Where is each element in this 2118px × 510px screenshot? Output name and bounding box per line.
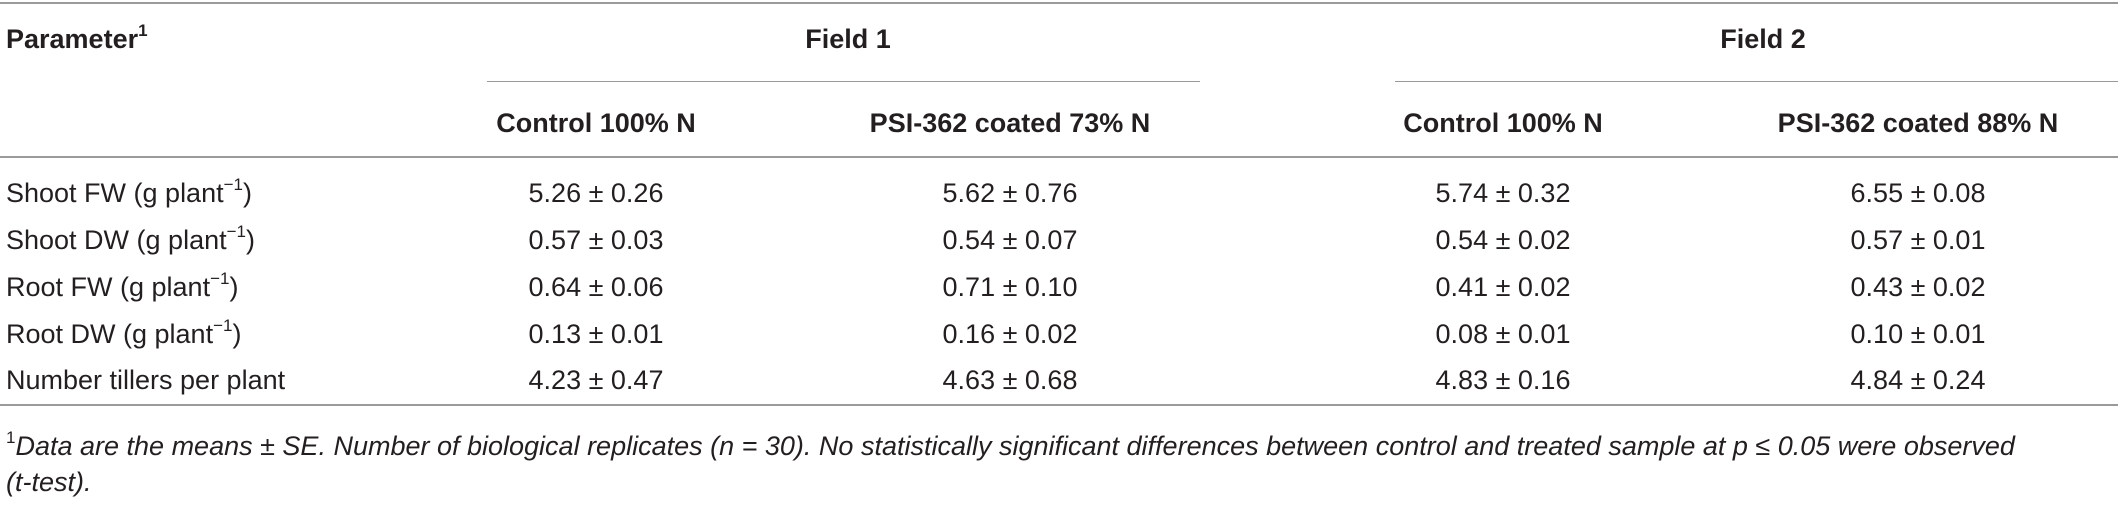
parameter-header-label: Parameter xyxy=(6,24,139,54)
field2-group-rule xyxy=(1395,81,2118,82)
table-cell: 0.08 ± 0.01 xyxy=(1435,319,1571,349)
row-label: Root DW (g plant−1) xyxy=(6,316,242,349)
table-cell: 0.54 ± 0.07 xyxy=(942,225,1078,255)
table-cell: 5.62 ± 0.76 xyxy=(942,178,1078,208)
header-bottom-rule xyxy=(0,156,2118,158)
field1-group-rule xyxy=(487,81,1200,82)
table-cell: 0.13 ± 0.01 xyxy=(528,319,664,349)
table-cell: 5.74 ± 0.32 xyxy=(1435,178,1571,208)
table-cell: 0.54 ± 0.02 xyxy=(1435,225,1571,255)
row-label: Shoot DW (g plant−1) xyxy=(6,222,255,255)
column-header-field1-control: Control 100% N xyxy=(496,108,696,138)
table-cell: 0.64 ± 0.06 xyxy=(528,272,664,302)
top-rule xyxy=(0,2,2118,4)
footnote-marker: 1 xyxy=(6,428,16,447)
parameter-header-footnote-marker: 1 xyxy=(138,21,148,40)
table-cell: 6.55 ± 0.08 xyxy=(1850,178,1986,208)
column-header-field1-coated: PSI-362 coated 73% N xyxy=(869,108,1151,138)
footnote-line-1: Data are the means ± SE. Number of biolo… xyxy=(15,431,2015,461)
parameter-header: Parameter1 xyxy=(6,21,148,55)
table-bottom-rule xyxy=(0,404,2118,406)
table-cell: 4.23 ± 0.47 xyxy=(528,365,664,395)
table-cell: 0.41 ± 0.02 xyxy=(1435,272,1571,302)
table-cell: 5.26 ± 0.26 xyxy=(528,178,664,208)
table-cell: 4.84 ± 0.24 xyxy=(1850,365,1986,395)
table-cell: 0.71 ± 0.10 xyxy=(942,272,1078,302)
table-cell: 0.57 ± 0.01 xyxy=(1850,225,1986,255)
row-label: Number tillers per plant xyxy=(6,365,286,395)
table-cell: 4.83 ± 0.16 xyxy=(1435,365,1571,395)
column-header-field2-coated: PSI-362 coated 88% N xyxy=(1777,108,2059,138)
row-label: Shoot FW (g plant−1) xyxy=(6,175,252,208)
field2-group-header: Field 2 xyxy=(1720,24,1806,54)
table-cell: 0.16 ± 0.02 xyxy=(942,319,1078,349)
table-footnote: 1Data are the means ± SE. Number of biol… xyxy=(6,428,2015,464)
footnote-line-2: (t-test). xyxy=(6,467,92,497)
table-cell: 0.10 ± 0.01 xyxy=(1850,319,1986,349)
field1-group-header: Field 1 xyxy=(805,24,891,54)
table-cell: 4.63 ± 0.68 xyxy=(942,365,1078,395)
column-header-field2-control: Control 100% N xyxy=(1403,108,1603,138)
table-cell: 0.43 ± 0.02 xyxy=(1850,272,1986,302)
table-cell: 0.57 ± 0.03 xyxy=(528,225,664,255)
table-footnote-continued: (t-test). xyxy=(6,464,92,500)
row-label: Root FW (g plant−1) xyxy=(6,269,239,302)
